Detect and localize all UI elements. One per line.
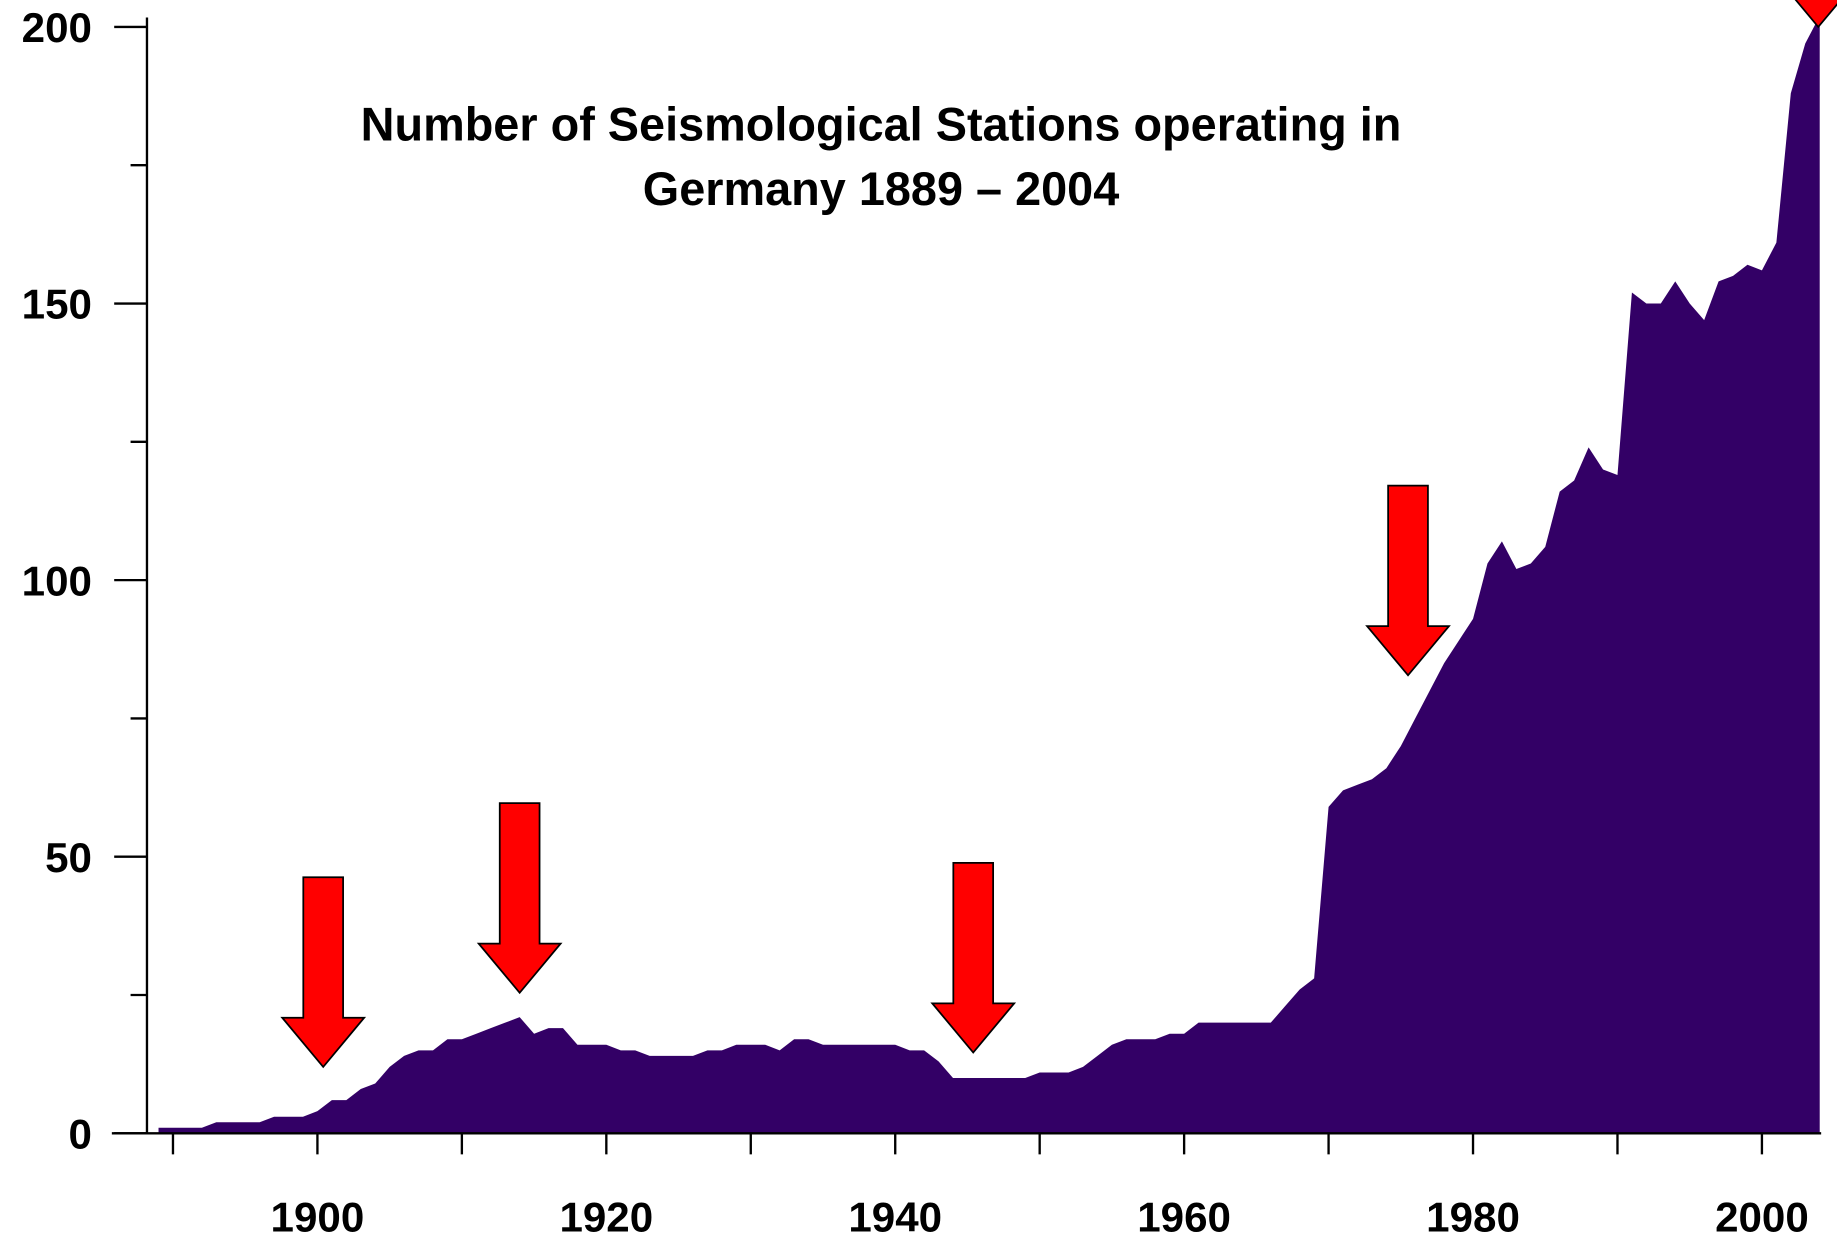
area (158, 15, 1820, 1134)
arrow (1794, 0, 1837, 29)
y-tick-label: 150 (22, 281, 92, 328)
arrow (476, 802, 563, 995)
y-tick-label: 50 (45, 834, 92, 881)
y-tick-label: 0 (69, 1111, 92, 1158)
x-tick-label: 1920 (559, 1194, 653, 1241)
x-tick-label: 1940 (848, 1194, 942, 1241)
chart-title: Germany 1889 – 2004 (643, 163, 1119, 215)
arrow (280, 876, 367, 1069)
arrow (930, 861, 1017, 1054)
x-tick-label: 2000 (1715, 1194, 1809, 1241)
x-tick-label: 1960 (1137, 1194, 1231, 1241)
chart-title: Number of Seismological Stations operati… (361, 98, 1402, 150)
y-tick-label: 200 (22, 4, 92, 51)
arrow (1365, 484, 1451, 677)
y-tick-label: 100 (22, 557, 92, 604)
x-tick-label: 1980 (1426, 1194, 1520, 1241)
x-tick-label: 1900 (271, 1194, 365, 1241)
